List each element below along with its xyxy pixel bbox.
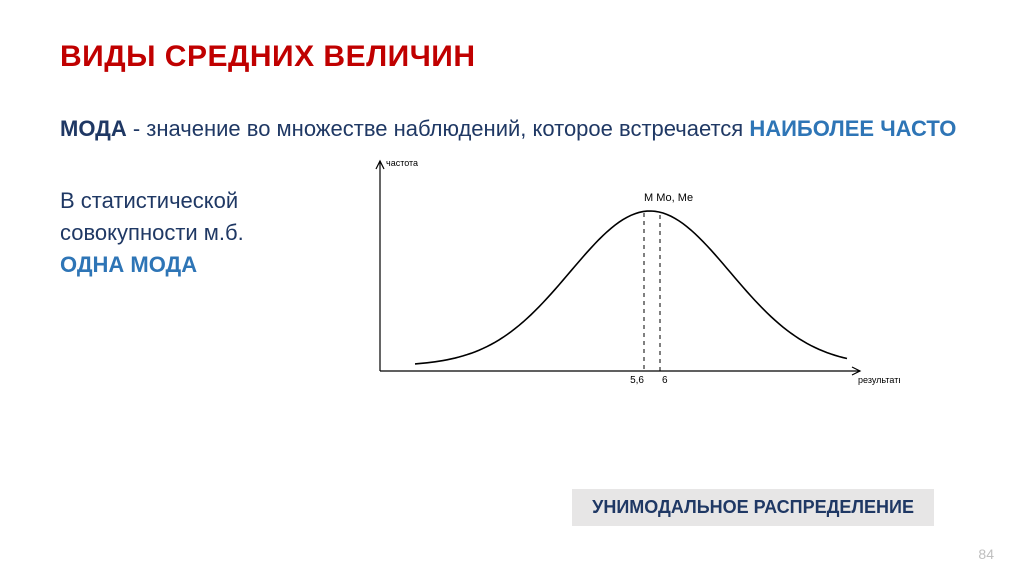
dash: - [127,116,147,141]
svg-text:результаты: результаты [858,375,900,385]
svg-text:М Мо, Ме: М Мо, Ме [644,192,693,204]
page-number: 84 [978,546,994,562]
def-body: значение во множестве наблюдений, которо… [146,116,749,141]
left-line1: В статистической [60,185,340,217]
caption-box: УНИМОДАЛЬНОЕ РАСПРЕДЕЛЕНИЕ [572,489,934,526]
slide-title: ВИДЫ СРЕДНИХ ВЕЛИЧИН [60,40,964,74]
chart-svg: частота результаты М Мо, Ме 5,6 6 [340,141,900,421]
left-line2: совокупности м.б. [60,217,340,249]
term-moda: МОДА [60,116,127,141]
svg-text:6: 6 [662,375,668,386]
left-text-block: В статистической совокупности м.б. ОДНА … [60,175,340,281]
distribution-chart: частотарезультатыМ Мо, Ме5,66 [340,175,964,435]
svg-text:5,6: 5,6 [630,375,644,386]
def-emphasis: НАИБОЛЕЕ ЧАСТО [749,116,956,141]
svg-text:частота: частота [386,158,418,168]
left-strong: ОДНА МОДА [60,249,340,281]
